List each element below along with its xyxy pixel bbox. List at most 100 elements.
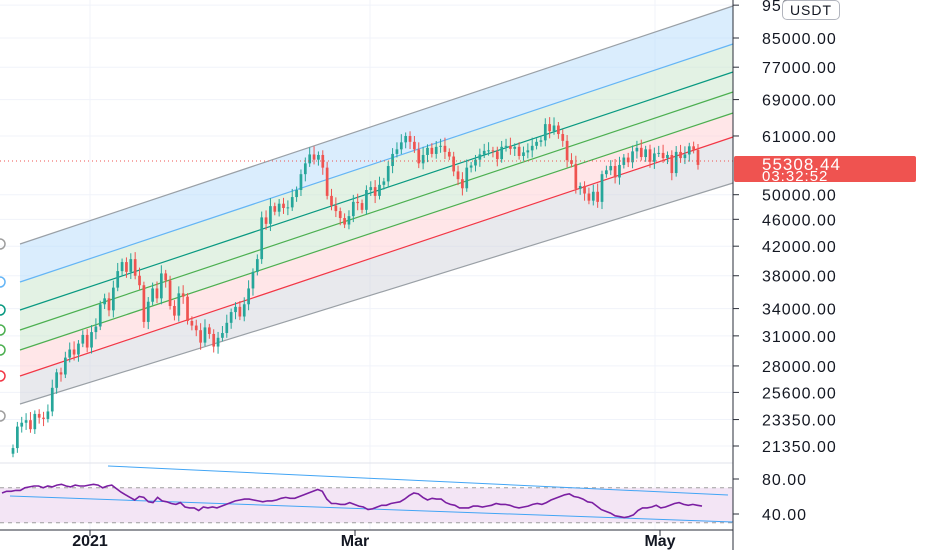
- candle: [413, 135, 416, 153]
- candle-body: [495, 151, 499, 160]
- candle: [596, 183, 600, 208]
- candle: [461, 172, 464, 196]
- candle-body: [552, 125, 556, 132]
- candle: [382, 177, 386, 190]
- candle-body: [369, 187, 373, 191]
- candle: [670, 150, 674, 181]
- candles[interactable]: [0, 117, 733, 458]
- candle-body: [98, 304, 102, 327]
- candle: [286, 200, 290, 216]
- candle: [631, 145, 634, 169]
- candle: [151, 282, 154, 306]
- candle-body: [264, 217, 268, 224]
- candle: [37, 409, 41, 424]
- candle-body: [216, 337, 220, 347]
- candle-body: [138, 275, 141, 286]
- candle-body: [229, 312, 233, 323]
- candle-body: [273, 206, 277, 212]
- channel-fill: [20, 92, 733, 350]
- candle-body: [142, 285, 146, 322]
- candle: [395, 142, 399, 158]
- candle-body: [622, 157, 626, 165]
- candle: [626, 152, 630, 168]
- candle-body: [417, 149, 421, 164]
- time-tick-label: 2021: [72, 533, 108, 550]
- price-tick-label: 61000.00: [762, 129, 837, 146]
- time-tick-label: Mar: [341, 533, 369, 550]
- rsi-trendline: [107, 465, 729, 496]
- candle-body: [330, 195, 333, 206]
- candle-body: [644, 149, 647, 158]
- candle-body: [255, 259, 259, 272]
- candle: [430, 143, 434, 158]
- candle-body: [356, 201, 360, 204]
- candle-body: [504, 145, 508, 147]
- candle-body: [24, 420, 28, 423]
- candle-body: [247, 288, 250, 305]
- channel-fill: [20, 113, 733, 376]
- candle-body: [421, 154, 425, 164]
- candle-body: [299, 174, 303, 191]
- candle-body: [613, 166, 617, 178]
- candle-body: [11, 448, 15, 454]
- candle-body: [221, 333, 224, 338]
- candle-body: [212, 333, 216, 347]
- candle: [90, 325, 93, 354]
- candle: [68, 342, 72, 363]
- candle: [103, 293, 106, 310]
- candle: [447, 148, 451, 161]
- candle: [644, 145, 647, 162]
- candle-body: [461, 179, 464, 189]
- price-tick-label: 28000.00: [762, 359, 837, 376]
- candle: [692, 141, 695, 154]
- candle: [238, 301, 242, 321]
- candle: [648, 144, 652, 168]
- candle-body: [186, 296, 189, 322]
- candle-body: [238, 306, 242, 317]
- candle-body: [583, 185, 586, 194]
- candle: [639, 139, 643, 161]
- candle: [622, 154, 626, 169]
- candle-body: [133, 259, 137, 276]
- candle: [181, 285, 185, 304]
- candle-body: [116, 271, 120, 288]
- candle-body: [570, 160, 573, 164]
- candle-body: [600, 174, 604, 202]
- candle: [635, 140, 639, 159]
- candle: [107, 292, 111, 317]
- candle-body: [395, 149, 399, 154]
- candle: [317, 151, 320, 166]
- candle-body: [391, 153, 394, 167]
- candle-body: [522, 152, 525, 157]
- candle: [59, 367, 63, 382]
- candle: [16, 421, 19, 453]
- candle: [591, 184, 595, 206]
- candle-body: [561, 134, 565, 141]
- candle-body: [526, 150, 530, 153]
- candle: [661, 144, 665, 163]
- candle: [125, 257, 128, 278]
- candle: [618, 156, 621, 185]
- price-tick-label: 69000.00: [762, 93, 837, 110]
- candle-body: [207, 327, 211, 334]
- candle: [587, 187, 591, 205]
- candle: [482, 143, 486, 159]
- candle-body: [286, 207, 290, 209]
- channel-line: [19, 71, 734, 311]
- rsi-tick-label: 80.00: [762, 472, 807, 489]
- candle: [653, 147, 656, 169]
- candle-body: [426, 147, 429, 155]
- candle: [504, 138, 508, 152]
- candle: [434, 140, 438, 159]
- candle-body: [203, 327, 207, 343]
- channel-line: [19, 5, 734, 245]
- currency-label[interactable]: USDT: [782, 0, 840, 20]
- candle: [426, 144, 429, 163]
- candle-body: [334, 205, 338, 212]
- price-tick-label: 38000.00: [762, 269, 837, 286]
- candle: [138, 267, 141, 290]
- candle-body: [404, 135, 408, 143]
- candle-body: [430, 147, 434, 154]
- candle-body: [317, 154, 320, 160]
